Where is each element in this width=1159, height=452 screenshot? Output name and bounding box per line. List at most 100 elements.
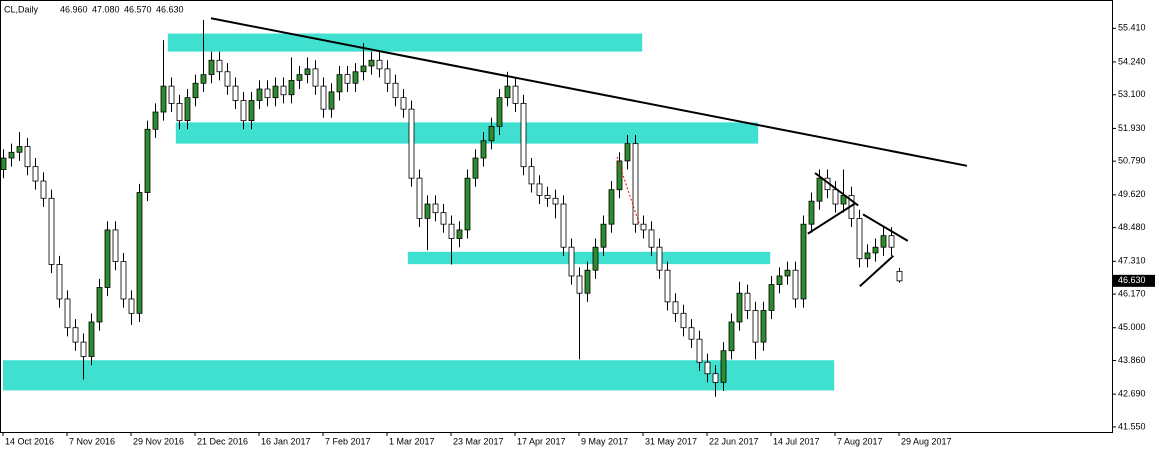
candle-body [344, 74, 351, 84]
candle-body [424, 203, 431, 219]
candle-body [440, 212, 447, 225]
candle-body [32, 166, 39, 182]
candle-body [40, 180, 47, 199]
candle-body [128, 298, 135, 314]
candle-body [784, 269, 791, 277]
candle-body [0, 157, 7, 170]
candle-body [504, 85, 511, 99]
candle-body [800, 223, 807, 300]
candle-body [768, 284, 775, 311]
candle-body [464, 177, 471, 231]
candle-body [752, 310, 759, 343]
candle-body [168, 85, 175, 104]
candle-body [176, 102, 183, 122]
y-tick-label: 49.620 [1118, 189, 1146, 199]
trendline [862, 213, 909, 242]
y-tick-label: 47.310 [1118, 256, 1146, 266]
x-tick-label: 31 May 2017 [645, 436, 697, 446]
candle-body [688, 327, 695, 340]
candle-body [792, 269, 799, 300]
candle-body [72, 327, 79, 343]
candle-body [320, 85, 327, 110]
candle-body [456, 229, 463, 239]
x-tick-label: 29 Nov 2016 [133, 436, 184, 446]
candle-body [616, 160, 623, 191]
candle-body [856, 218, 863, 260]
candle-body [96, 287, 103, 323]
candle-body [624, 143, 631, 162]
candle-body [336, 74, 343, 93]
candle-body [64, 298, 71, 329]
candle-body [472, 157, 479, 179]
candle-body [744, 292, 751, 311]
x-tick-label: 7 Nov 2016 [69, 436, 115, 446]
header-value: 46.630 [156, 4, 184, 14]
candle-body [832, 189, 839, 205]
candle-body [704, 361, 711, 375]
zone [167, 33, 643, 52]
candle-body [112, 229, 119, 262]
candle-body [552, 197, 559, 205]
candle-body [568, 246, 575, 277]
candle-body [536, 183, 543, 196]
x-tick-label: 23 Mar 2017 [453, 436, 504, 446]
candle-body [192, 82, 199, 99]
y-tick-label: 55.410 [1118, 23, 1146, 33]
candle-body [736, 292, 743, 323]
candle-body [248, 100, 255, 122]
candle-body [184, 97, 191, 122]
candle-body [104, 229, 111, 288]
candle-body [600, 223, 607, 248]
trendline [807, 202, 856, 235]
zone [407, 251, 771, 265]
candle-body [696, 338, 703, 363]
candle-body [240, 100, 247, 122]
candle-body [144, 128, 151, 193]
candle-body [48, 197, 55, 265]
candle-body [312, 68, 319, 87]
candle-body [760, 310, 767, 343]
candle-body [392, 82, 399, 99]
candle-body [496, 97, 503, 127]
candle-body [328, 91, 335, 110]
candle-body [200, 74, 207, 84]
trendline [616, 156, 641, 226]
candle-body [672, 301, 679, 314]
y-tick-label: 41.550 [1118, 421, 1146, 431]
candle-body [592, 246, 599, 271]
x-tick-label: 1 Mar 2017 [389, 436, 435, 446]
x-tick-label: 7 Feb 2017 [325, 436, 371, 446]
candle-body [272, 85, 279, 99]
candle-body [448, 223, 455, 239]
candle-body [360, 65, 367, 73]
candle-body [640, 223, 647, 231]
candle-body [208, 59, 215, 76]
candle-body [816, 177, 823, 202]
candle-body [352, 71, 359, 84]
candle-body [864, 252, 871, 260]
candle-body [88, 321, 95, 357]
x-tick-label: 16 Jan 2017 [261, 436, 311, 446]
y-tick-label: 45.000 [1118, 322, 1146, 332]
x-tick-label: 22 Jun 2017 [709, 436, 759, 446]
zone [3, 360, 835, 391]
zone [175, 122, 759, 144]
candle-body [296, 74, 303, 81]
candle-body [304, 68, 311, 76]
candle-body [56, 264, 63, 300]
candle-body [576, 275, 583, 294]
x-tick-label: 9 May 2017 [581, 436, 628, 446]
y-tick-label: 43.860 [1118, 355, 1146, 365]
candle-body [400, 97, 407, 110]
candle-body [888, 235, 895, 248]
candle-body [808, 200, 815, 225]
candle-body [16, 146, 23, 153]
candle-body [120, 261, 127, 300]
candle-body [224, 71, 231, 87]
candle-body [368, 59, 375, 67]
y-tick-label: 53.100 [1118, 89, 1146, 99]
candle-body [280, 85, 287, 96]
candle-body [480, 140, 487, 159]
trendline [210, 17, 968, 167]
